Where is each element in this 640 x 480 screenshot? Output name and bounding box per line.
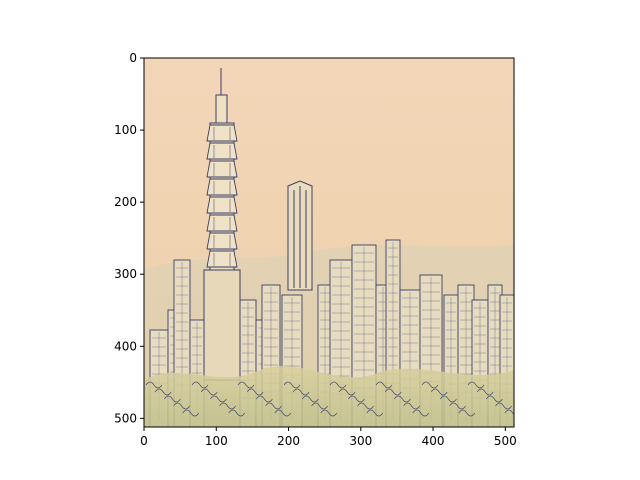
tree-stroke <box>154 388 172 396</box>
tower-segment <box>206 124 238 142</box>
tree-stroke <box>476 388 494 396</box>
tower-segment <box>206 178 238 196</box>
foreground-trees <box>145 381 514 417</box>
x-tick-label: 200 <box>277 434 300 448</box>
tree-stroke <box>421 381 439 389</box>
y-tick-label: 200 <box>114 195 137 209</box>
tree-stroke <box>329 381 347 389</box>
x-tick-label: 0 <box>140 434 148 448</box>
tree-stroke <box>219 402 236 410</box>
y-tick-label: 100 <box>114 123 137 137</box>
x-tick-label: 500 <box>494 434 517 448</box>
x-tick-label: 300 <box>349 434 372 448</box>
tree-stroke <box>302 395 319 403</box>
tree-stroke <box>384 388 402 396</box>
y-tick-label: 500 <box>114 411 137 425</box>
tree-stroke <box>338 388 356 396</box>
tree-stroke <box>440 395 457 403</box>
tree-stroke <box>412 409 430 417</box>
tree-stroke <box>504 409 514 415</box>
tree-stroke <box>449 402 466 410</box>
tree-stroke <box>458 409 476 417</box>
tall-tower <box>203 68 241 381</box>
x-tick-label: 400 <box>422 434 445 448</box>
tree-stroke <box>237 381 255 389</box>
tree-stroke <box>430 388 448 396</box>
tree-stroke <box>173 402 190 410</box>
tree-stroke <box>210 395 227 403</box>
tree-stroke <box>366 409 384 417</box>
skyline-sketch <box>144 58 514 427</box>
tower-segment <box>206 250 238 268</box>
tree-stroke <box>256 395 273 403</box>
tree-stroke <box>200 388 218 396</box>
tree-stroke <box>182 409 200 417</box>
x-axis: 0 100 200 300 400 500 <box>140 427 517 448</box>
tree-stroke <box>348 395 365 403</box>
tree-stroke <box>283 381 301 389</box>
y-axis: 0 100 200 300 400 500 <box>114 51 144 425</box>
tree-stroke <box>495 402 512 410</box>
tower-segment <box>206 196 238 214</box>
tree-stroke <box>265 402 282 410</box>
second-tower <box>287 180 313 291</box>
tree-stroke <box>320 409 338 417</box>
tree-stroke <box>311 402 328 410</box>
tower-segment <box>206 160 238 178</box>
y-tick-label: 0 <box>129 51 137 65</box>
x-tick-label: 100 <box>205 434 228 448</box>
axes-frame <box>143 57 515 428</box>
tree-stroke <box>486 395 503 403</box>
tree-stroke <box>246 388 264 396</box>
tree-stroke <box>375 381 393 389</box>
tree-stroke <box>292 388 310 396</box>
tree-stroke <box>145 381 163 389</box>
tree-stroke <box>228 409 246 417</box>
y-tick-label: 400 <box>114 339 137 353</box>
tower-segment <box>206 214 238 232</box>
tree-stroke <box>467 381 485 389</box>
tree-stroke <box>164 395 181 403</box>
tree-stroke <box>274 409 292 417</box>
tree-stroke <box>394 395 411 403</box>
y-tick-label: 300 <box>114 267 137 281</box>
tree-stroke <box>403 402 420 410</box>
tower-segment <box>206 142 238 160</box>
tree-stroke <box>191 381 209 389</box>
tree-stroke <box>357 402 374 410</box>
tower-segment <box>206 232 238 250</box>
